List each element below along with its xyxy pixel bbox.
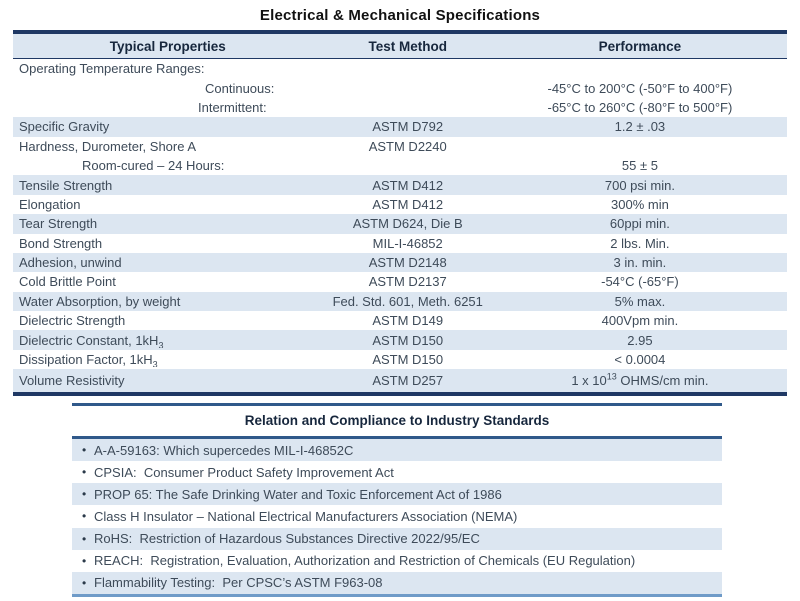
standards-item: • RoHS: Restriction of Hazardous Substanc…	[72, 527, 722, 550]
standards-item: • PROP 65: The Safe Drinking Water and To…	[72, 483, 722, 506]
standards-item-text: Flammability Testing: Per CPSC’s ASTM F9…	[94, 575, 383, 591]
standards-list: • A-A-59163: Which supercedes MIL-I-46852…	[72, 439, 722, 594]
property-cell: Volume Resistivity	[19, 373, 125, 389]
table-body: Operating Temperature Ranges: Continuous:…	[13, 59, 787, 393]
table-row: Elongation ASTM D412 300% min	[13, 195, 787, 214]
bullet-icon: •	[82, 553, 87, 568]
test-method-cell: ASTM D792	[372, 119, 444, 135]
standards-item: • Flammability Testing: Per CPSC’s ASTM F…	[72, 571, 722, 594]
property-cell: Cold Brittle Point	[19, 274, 116, 290]
property-cell: Adhesion, unwind	[19, 255, 122, 271]
table-row: Room-cured – 24 Hours: 55 ± 5	[13, 156, 787, 175]
property-cell: Room-cured – 24 Hours:	[82, 158, 225, 174]
table-row: Operating Temperature Ranges:	[13, 59, 787, 78]
standards-item-text: A-A-59163: Which supercedes MIL-I-46852C	[94, 442, 354, 458]
test-method-cell: ASTM D257	[372, 373, 444, 389]
standards-item-text: CPSIA: Consumer Product Safety Improveme…	[94, 464, 394, 480]
table-row: Tear Strength ASTM D624, Die B 60ppi min.	[13, 214, 787, 234]
bullet-icon: •	[82, 443, 87, 458]
column-header-performance: Performance	[598, 38, 682, 54]
property-cell: Dissipation Factor, 1kH3	[19, 352, 158, 368]
table-row: Volume Resistivity ASTM D257 1 x 1013 OHMS…	[13, 369, 787, 393]
property-cell: Tensile Strength	[19, 177, 113, 193]
test-method-cell: ASTM D412	[372, 177, 444, 193]
table-row: Bond Strength MIL-I-46852 2 lbs. Min.	[13, 234, 787, 253]
table-row: Dielectric Strength ASTM D149 400Vpm min.	[13, 311, 787, 330]
bullet-icon: •	[82, 509, 87, 524]
bullet-icon: •	[82, 575, 87, 590]
standards-item-text: Class H Insulator – National Electrical …	[94, 508, 518, 524]
standards-item: • Class H Insulator – National Electrical…	[72, 505, 722, 527]
standards-item: • A-A-59163: Which supercedes MIL-I-46852…	[72, 439, 722, 462]
performance-cell: 60ppi min.	[609, 216, 670, 232]
property-cell: Dielectric Constant, 1kH3	[19, 332, 164, 348]
property-cell: Continuous:	[205, 80, 275, 96]
column-header-test-method: Test Method	[368, 38, 447, 54]
performance-cell: -45°C to 200°C (-50°F to 400°F)	[547, 80, 733, 96]
standards-title: Relation and Compliance to Industry Stan…	[72, 406, 722, 439]
test-method-cell: MIL-I-46852	[372, 235, 443, 251]
test-method-cell: ASTM D412	[372, 196, 444, 212]
performance-cell: 1 x 1013 OHMS/cm min.	[571, 373, 709, 389]
standards-item: • REACH: Registration, Evaluation, Author…	[72, 550, 722, 572]
performance-cell: 3 in. min.	[613, 255, 667, 271]
property-cell: Dielectric Strength	[19, 313, 126, 329]
performance-cell: -65°C to 260°C (-80°F to 500°F)	[547, 99, 733, 115]
specifications-table: Typical Properties Test Method Performan…	[13, 30, 787, 397]
performance-cell: 400Vpm min.	[601, 313, 679, 329]
performance-cell: 55 ± 5	[621, 158, 658, 174]
test-method-cell: Fed. Std. 601, Meth. 6251	[332, 293, 483, 309]
table-row: Continuous: -45°C to 200°C (-50°F to 400°…	[13, 78, 787, 97]
table-row: Intermittent: -65°C to 260°C (-80°F to 50…	[13, 98, 787, 117]
table-row: Adhesion, unwind ASTM D2148 3 in. min.	[13, 252, 787, 273]
property-cell: Operating Temperature Ranges:	[19, 61, 205, 77]
table-header-row: Typical Properties Test Method Performan…	[13, 34, 787, 59]
bullet-icon: •	[82, 487, 87, 502]
test-method-cell: ASTM D2148	[368, 255, 447, 271]
standards-item: • CPSIA: Consumer Product Safety Improvem…	[72, 461, 722, 483]
table-row: Cold Brittle Point ASTM D2137 -54°C (-65°F…	[13, 272, 787, 291]
table-row: Water Absorption, by weight Fed. Std. 601…	[13, 291, 787, 312]
standards-item-text: REACH: Registration, Evaluation, Authori…	[94, 553, 636, 569]
performance-cell: < 0.0004	[614, 352, 666, 368]
property-cell: Tear Strength	[19, 216, 98, 232]
standards-item-text: RoHS: Restriction of Hazardous Substance…	[94, 531, 480, 547]
performance-cell: 2.95	[627, 332, 653, 348]
test-method-cell: ASTM D624, Die B	[352, 216, 463, 232]
standards-box: Relation and Compliance to Industry Stan…	[72, 403, 722, 597]
table-row: Dissipation Factor, 1kH3 ASTM D150 < 0.000…	[13, 350, 787, 369]
page-title: Electrical & Mechanical Specifications	[259, 7, 541, 24]
property-cell: Intermittent:	[198, 99, 267, 115]
property-cell: Specific Gravity	[19, 119, 110, 135]
table-row: Dielectric Constant, 1kH3 ASTM D150 2.95	[13, 330, 787, 350]
column-header-typical-properties: Typical Properties	[109, 38, 226, 54]
performance-cell: 700 psi min.	[604, 177, 675, 193]
property-cell: Bond Strength	[19, 235, 103, 251]
test-method-cell: ASTM D150	[372, 332, 444, 348]
performance-cell: 2 lbs. Min.	[610, 235, 670, 251]
bullet-icon: •	[82, 531, 87, 546]
performance-cell: 1.2 ± .03	[614, 119, 666, 135]
performance-cell: -54°C (-65°F)	[601, 274, 679, 290]
performance-cell: 300% min	[611, 196, 669, 212]
test-method-cell: ASTM D150	[372, 352, 444, 368]
property-cell: Hardness, Durometer, Shore A	[19, 138, 197, 154]
performance-cell: 5% max.	[614, 293, 666, 309]
test-method-cell: ASTM D2137	[368, 274, 447, 290]
table-row: Hardness, Durometer, Shore A ASTM D2240	[13, 137, 787, 156]
standards-item-text: PROP 65: The Safe Drinking Water and Tox…	[94, 486, 502, 502]
bullet-icon: •	[82, 465, 87, 480]
table-row: Specific Gravity ASTM D792 1.2 ± .03	[13, 117, 787, 137]
table-row: Tensile Strength ASTM D412 700 psi min.	[13, 175, 787, 195]
test-method-cell: ASTM D149	[372, 313, 444, 329]
property-cell: Elongation	[19, 196, 81, 212]
property-cell: Water Absorption, by weight	[19, 293, 181, 309]
test-method-cell: ASTM D2240	[368, 138, 447, 154]
